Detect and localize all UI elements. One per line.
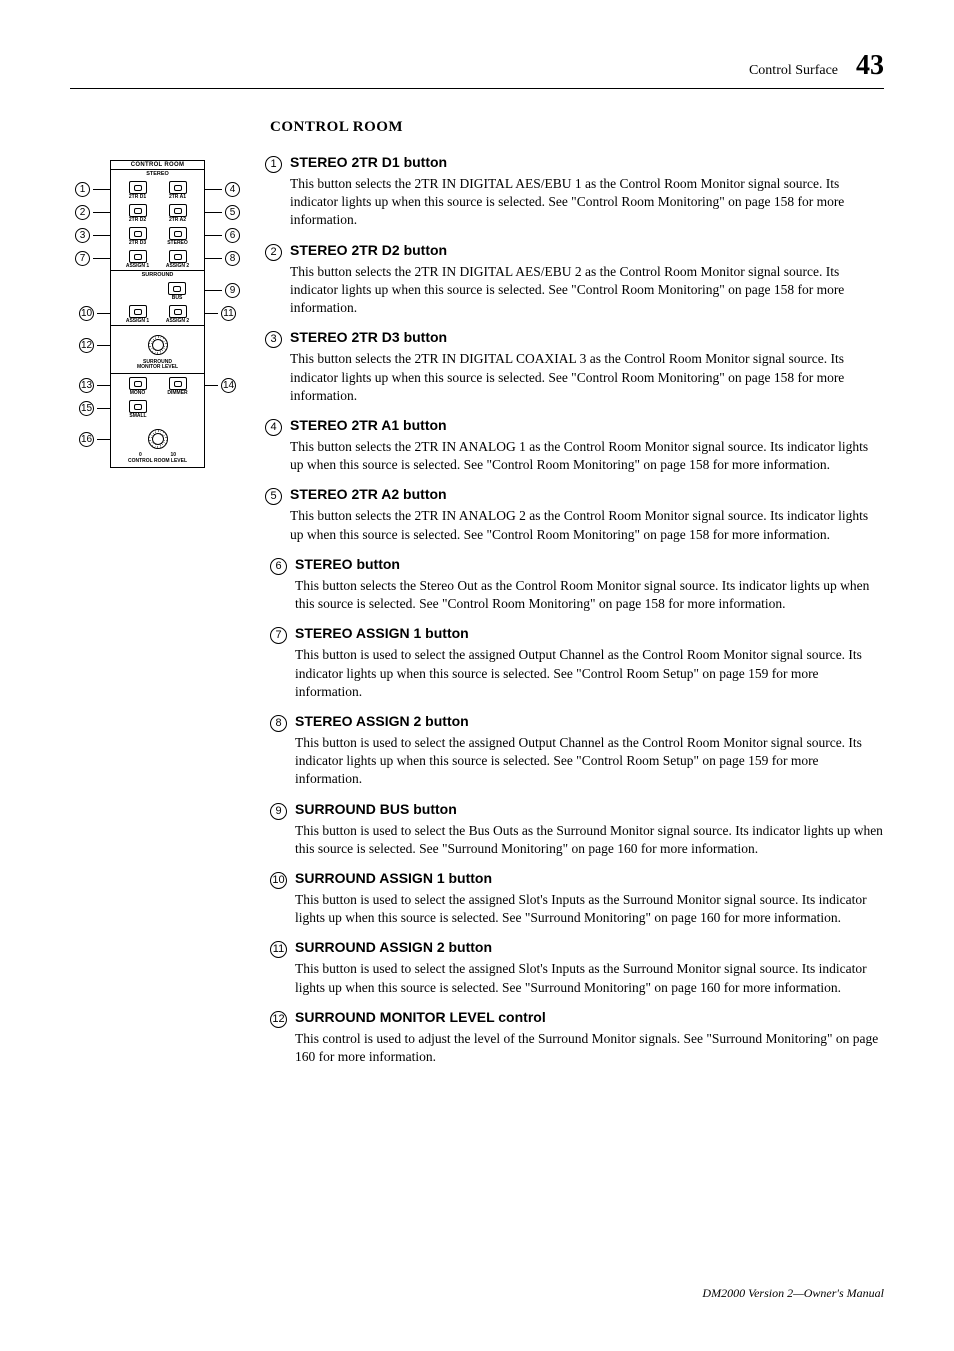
callout-2: 2 xyxy=(75,205,90,220)
item-7: 7 STEREO ASSIGN 1 button This button is us… xyxy=(270,625,884,701)
callout-13: 13 xyxy=(79,378,94,393)
item-body-7: This button is used to select the assign… xyxy=(295,646,884,701)
btn-small xyxy=(129,400,147,413)
btn-2tr-d2 xyxy=(129,204,147,217)
callout-7: 7 xyxy=(75,251,90,266)
item-title-3: STEREO 2TR D3 button xyxy=(290,329,447,345)
callout-9: 9 xyxy=(225,283,240,298)
btn-surr-assign1 xyxy=(129,305,147,318)
item-10: 10 SURROUND ASSIGN 1 button This button is… xyxy=(270,870,884,927)
item-num-1: 1 xyxy=(265,156,282,173)
callout-12: 12 xyxy=(79,338,94,353)
item-num-2: 2 xyxy=(265,244,282,261)
item-body-11: This button is used to select the assign… xyxy=(295,960,884,996)
callout-15: 15 xyxy=(79,401,94,416)
callout-11: 11 xyxy=(221,306,236,321)
surround-level-knob xyxy=(145,332,171,358)
item-title-9: SURROUND BUS button xyxy=(295,801,457,817)
page-header: Control Surface 43 xyxy=(70,50,884,82)
text-column-narrow: 1 STEREO 2TR D1 button This button selects… xyxy=(265,154,884,556)
item-body-9: This button is used to select the Bus Ou… xyxy=(295,822,884,858)
item-title-2: STEREO 2TR D2 button xyxy=(290,242,447,258)
surround-subtitle: SURROUND xyxy=(111,271,204,279)
item-body-4: This button selects the 2TR IN ANALOG 1 … xyxy=(290,438,884,474)
item-num-10: 10 xyxy=(270,872,287,889)
control-room-level-label: CONTROL ROOM LEVEL xyxy=(111,459,204,467)
item-title-12: SURROUND MONITOR LEVEL control xyxy=(295,1009,546,1025)
item-8: 8 STEREO ASSIGN 2 button This button is us… xyxy=(270,713,884,789)
btn-assign2 xyxy=(169,250,187,263)
item-num-11: 11 xyxy=(270,941,287,958)
item-num-3: 3 xyxy=(265,331,282,348)
callout-16: 16 xyxy=(79,432,94,447)
btn-surr-assign2 xyxy=(169,305,187,318)
page-number: 43 xyxy=(856,50,884,82)
control-room-level-knob xyxy=(145,426,171,452)
item-num-8: 8 xyxy=(270,715,287,732)
stereo-subtitle: STEREO xyxy=(111,170,204,178)
btn-2tr-d1 xyxy=(129,181,147,194)
btn-2tr-a1 xyxy=(169,181,187,194)
item-title-10: SURROUND ASSIGN 1 button xyxy=(295,870,492,886)
btn-mono xyxy=(129,377,147,390)
item-body-3: This button selects the 2TR IN DIGITAL C… xyxy=(290,350,884,405)
callout-4: 4 xyxy=(225,182,240,197)
item-2: 2 STEREO 2TR D2 button This button selects… xyxy=(265,242,884,318)
control-room-panel: CONTROL ROOM STEREO 1 4 2TR D1 2TR A1 2 … xyxy=(110,160,205,468)
item-12: 12 SURROUND MONITOR LEVEL control This con… xyxy=(270,1009,884,1066)
btn-bus xyxy=(168,282,186,295)
diagram-column: CONTROL ROOM STEREO 1 4 2TR D1 2TR A1 2 … xyxy=(70,154,245,468)
item-title-5: STEREO 2TR A2 button xyxy=(290,486,447,502)
item-body-1: This button selects the 2TR IN DIGITAL A… xyxy=(290,175,884,230)
item-num-5: 5 xyxy=(265,488,282,505)
item-num-12: 12 xyxy=(270,1011,287,1028)
item-num-4: 4 xyxy=(265,419,282,436)
header-section: Control Surface xyxy=(749,63,838,79)
callout-14: 14 xyxy=(221,378,236,393)
btn-2tr-a2 xyxy=(169,204,187,217)
item-11: 11 SURROUND ASSIGN 2 button This button is… xyxy=(270,939,884,996)
callout-8: 8 xyxy=(225,251,240,266)
item-num-9: 9 xyxy=(270,803,287,820)
btn-2tr-d3 xyxy=(129,227,147,240)
item-5: 5 STEREO 2TR A2 button This button selects… xyxy=(265,486,884,543)
item-1: 1 STEREO 2TR D1 button This button selects… xyxy=(265,154,884,230)
section-title: CONTROL ROOM xyxy=(270,119,884,136)
callout-6: 6 xyxy=(225,228,240,243)
footer: DM2000 Version 2—Owner's Manual xyxy=(702,1286,884,1301)
item-num-7: 7 xyxy=(270,627,287,644)
item-body-2: This button selects the 2TR IN DIGITAL A… xyxy=(290,263,884,318)
item-9: 9 SURROUND BUS button This button is used … xyxy=(270,801,884,858)
item-title-1: STEREO 2TR D1 button xyxy=(290,154,447,170)
page-body: CONTROL ROOM STEREO 1 4 2TR D1 2TR A1 2 … xyxy=(70,154,884,556)
btn-assign1 xyxy=(129,250,147,263)
text-column-wide: 6 STEREO button This button selects the St… xyxy=(270,556,884,1067)
callout-1: 1 xyxy=(75,182,90,197)
item-title-6: STEREO button xyxy=(295,556,400,572)
callout-5: 5 xyxy=(225,205,240,220)
callout-10: 10 xyxy=(79,306,94,321)
item-4: 4 STEREO 2TR A1 button This button selects… xyxy=(265,417,884,474)
callout-3: 3 xyxy=(75,228,90,243)
panel-title: CONTROL ROOM xyxy=(111,161,204,170)
item-title-7: STEREO ASSIGN 1 button xyxy=(295,625,469,641)
btn-stereo xyxy=(169,227,187,240)
item-body-6: This button selects the Stereo Out as th… xyxy=(295,577,884,613)
item-title-8: STEREO ASSIGN 2 button xyxy=(295,713,469,729)
item-6: 6 STEREO button This button selects the St… xyxy=(270,556,884,613)
item-3: 3 STEREO 2TR D3 button This button selects… xyxy=(265,329,884,405)
item-body-5: This button selects the 2TR IN ANALOG 2 … xyxy=(290,507,884,543)
item-title-11: SURROUND ASSIGN 2 button xyxy=(295,939,492,955)
item-body-10: This button is used to select the assign… xyxy=(295,891,884,927)
header-rule xyxy=(70,88,884,89)
item-title-4: STEREO 2TR A1 button xyxy=(290,417,447,433)
item-num-6: 6 xyxy=(270,558,287,575)
surround-level-label: SURROUND MONITOR LEVEL xyxy=(111,360,204,373)
item-body-12: This control is used to adjust the level… xyxy=(295,1030,884,1066)
btn-dimmer xyxy=(169,377,187,390)
item-body-8: This button is used to select the assign… xyxy=(295,734,884,789)
